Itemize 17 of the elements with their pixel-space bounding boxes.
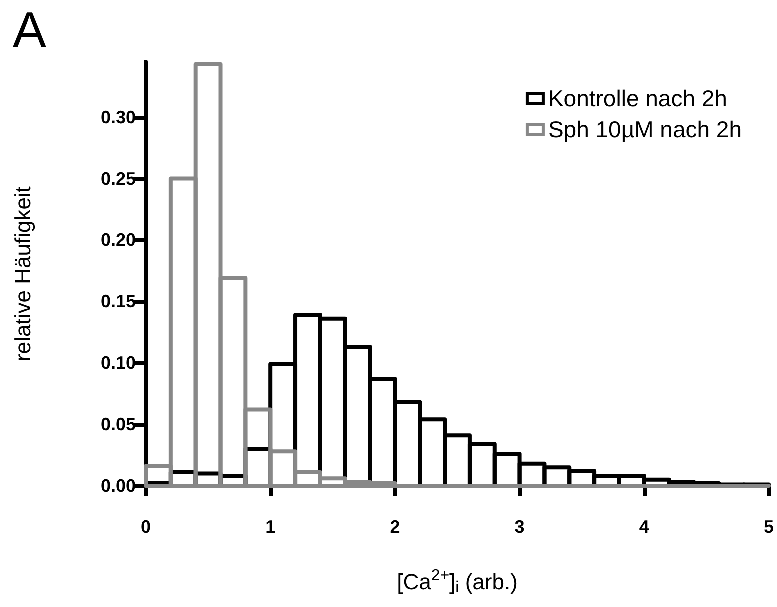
x-tick-label: 1 bbox=[266, 517, 276, 537]
y-tick-label: 0.05 bbox=[100, 414, 136, 435]
x-tick-label: 5 bbox=[764, 517, 774, 537]
y-tick-label: 0.25 bbox=[100, 168, 136, 189]
y-tick-label: 0.30 bbox=[100, 107, 136, 128]
y-tick-label: 0.00 bbox=[100, 476, 136, 496]
x-tick-label: 4 bbox=[639, 517, 650, 537]
y-tick-label: 0.20 bbox=[100, 230, 136, 250]
legend-label: Kontrolle nach 2h bbox=[548, 86, 728, 112]
legend-label: Sph 10µM nach 2h bbox=[548, 116, 742, 142]
y-axis-title: relative Häufigkeit bbox=[10, 186, 36, 362]
y-tick-label: 0.10 bbox=[100, 353, 136, 374]
chart-title: A bbox=[13, 2, 47, 58]
x-tick-label: 0 bbox=[140, 517, 152, 537]
x-tick-label: 3 bbox=[514, 517, 525, 537]
x-tick-label: 2 bbox=[390, 517, 400, 537]
y-tick-label: 0.15 bbox=[100, 292, 136, 312]
